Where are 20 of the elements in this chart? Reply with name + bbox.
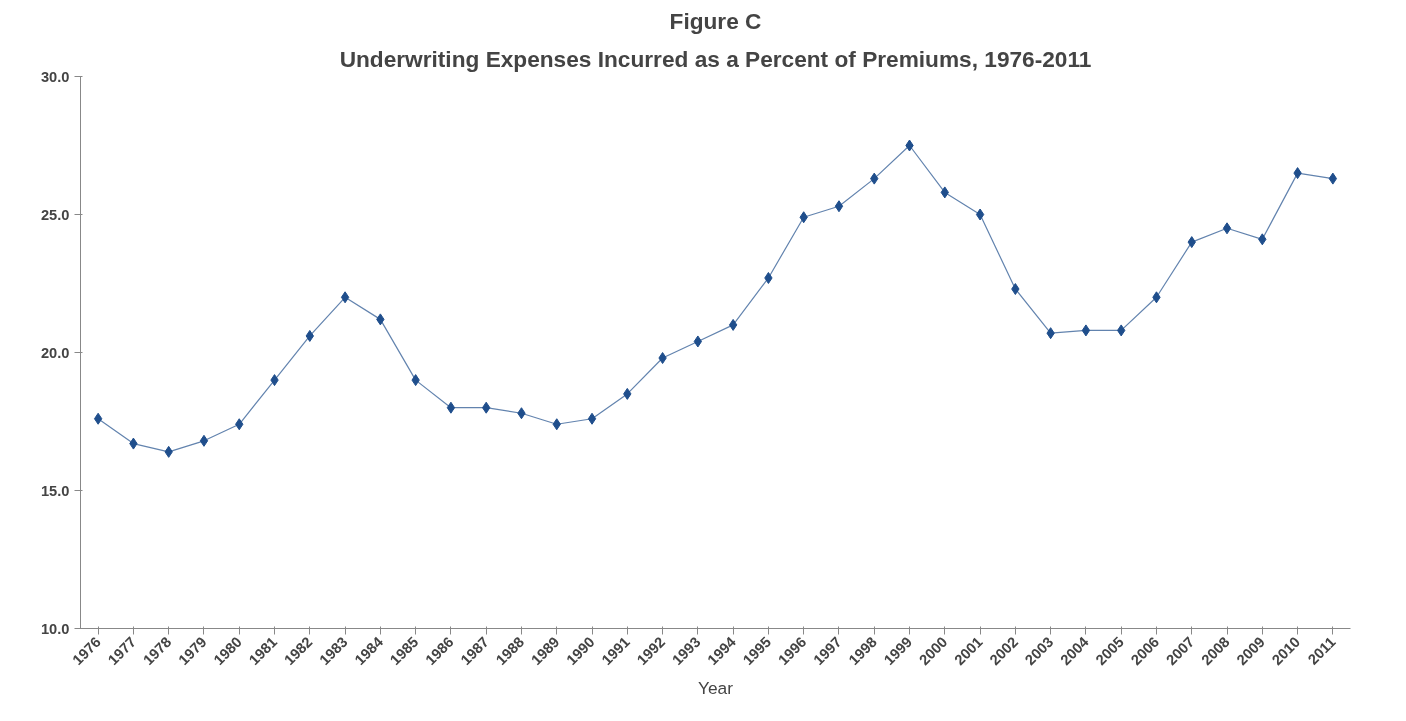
point (693, 335, 703, 348)
y-tick-label: 15.0 (40, 482, 70, 499)
point (975, 208, 985, 221)
point (93, 412, 103, 425)
point (1081, 324, 1091, 337)
point (728, 318, 738, 331)
point (1328, 172, 1338, 185)
y-tick-label: 25.0 (40, 206, 70, 223)
point (199, 434, 209, 447)
chart-subtitle: Underwriting Expenses Incurred as a Percent of Premiums, 1976-2011 (339, 45, 1092, 72)
y-tick-label: 20.0 (40, 344, 70, 361)
point (834, 200, 844, 213)
y-tick-label: 10.0 (40, 620, 70, 637)
point (1222, 222, 1232, 235)
point (587, 412, 597, 425)
point (340, 291, 350, 304)
y-tick-label: 30.0 (40, 68, 70, 85)
point (446, 401, 456, 414)
x-axis-title: Year (697, 677, 734, 698)
chart-title: Figure C (669, 7, 762, 34)
